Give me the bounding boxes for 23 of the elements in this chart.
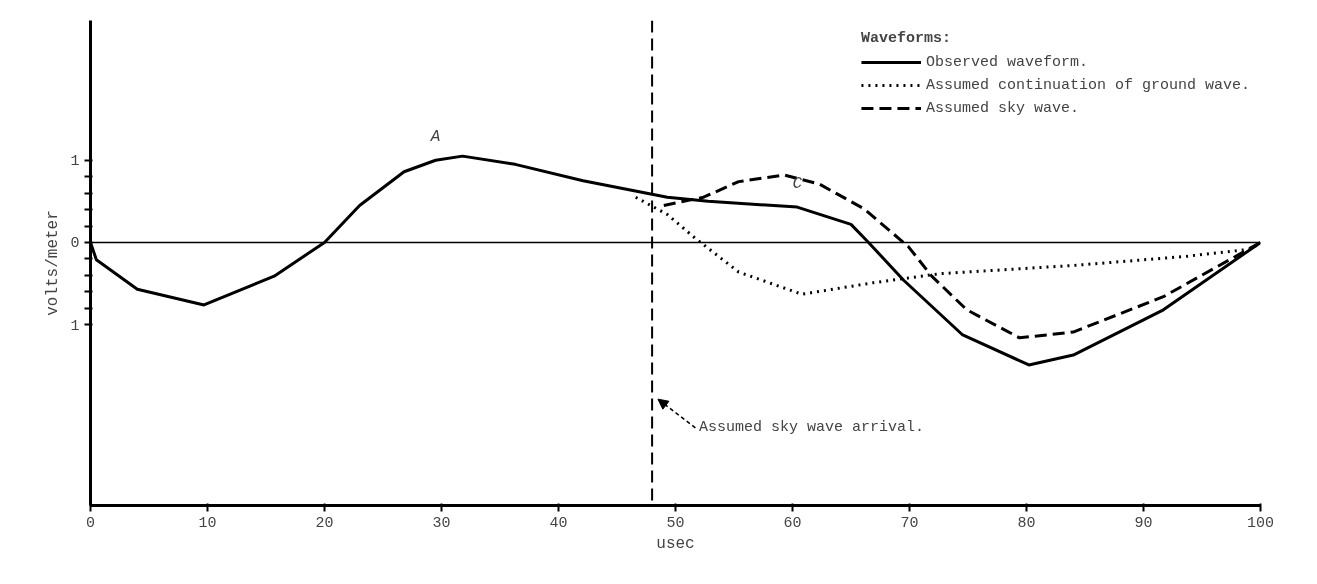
x-tick-label: 20 — [315, 514, 334, 532]
x-axis-title: usec — [656, 534, 695, 553]
x-tick-label: 70 — [900, 514, 919, 532]
y-tick-label: 1 — [70, 153, 80, 171]
x-tick-label: 50 — [666, 514, 685, 532]
x-tick-label: 100 — [1247, 514, 1275, 532]
x-tick-label: 30 — [432, 514, 451, 532]
y-tick-label: 0 — [70, 235, 80, 253]
legend-title: Waveforms: — [860, 30, 952, 47]
ref-line-label: Assumed sky wave arrival. — [698, 419, 924, 437]
annotation: C — [792, 175, 803, 194]
x-tick-label: 90 — [1134, 514, 1153, 532]
legend-label: Observed waveform. — [925, 53, 1088, 71]
y-axis-title: volts/meter — [44, 210, 63, 316]
x-tick-label: 80 — [1017, 514, 1036, 532]
legend-label: Assumed sky wave. — [925, 99, 1079, 117]
x-tick-label: 10 — [198, 514, 217, 532]
legend-label: Assumed continuation of ground wave. — [925, 76, 1250, 94]
y-tick-label: 1 — [70, 317, 80, 335]
annotation: A — [429, 128, 441, 147]
x-tick-label: 40 — [549, 514, 568, 532]
x-tick-label: 0 — [86, 514, 96, 532]
x-tick-label: 60 — [783, 514, 802, 532]
